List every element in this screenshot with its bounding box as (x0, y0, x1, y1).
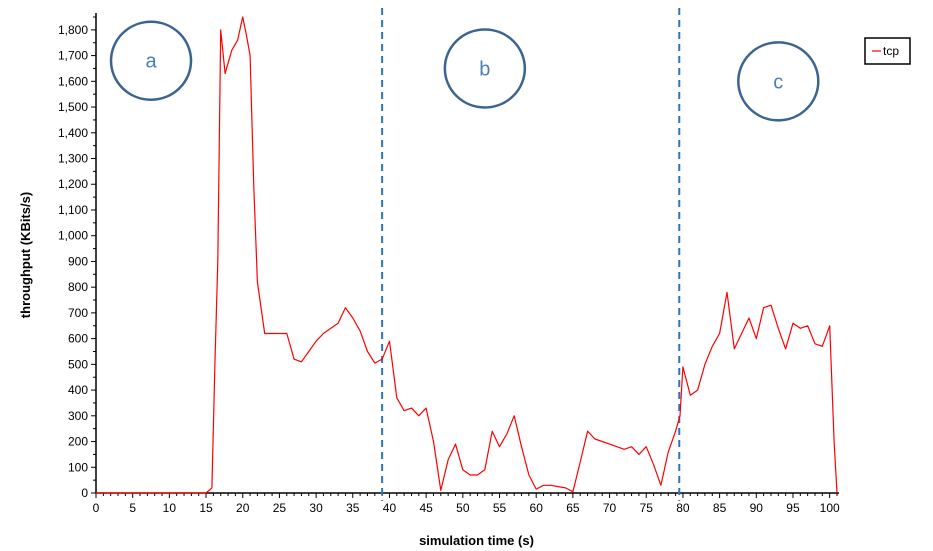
y-tick-label: 1,500 (58, 100, 88, 114)
x-tick-label: 5 (129, 501, 136, 515)
y-tick-label: 100 (68, 460, 88, 474)
x-tick-label: 90 (750, 501, 764, 515)
y-tick-label: 1,400 (58, 126, 88, 140)
y-tick-label: 900 (68, 254, 88, 268)
region-markers: a b c (109, 20, 820, 122)
x-axis-ticks: 0 5 10 15 20 25 30 35 40 45 50 55 60 65 70 75 80 85 90 95 10… (93, 493, 840, 515)
y-tick-label: 1,600 (58, 74, 88, 88)
x-tick-label: 85 (713, 501, 727, 515)
y-tick-label: 400 (68, 383, 88, 397)
x-tick-label: 35 (346, 501, 360, 515)
region-dividers (381, 8, 681, 501)
y-tick-label: 1,200 (58, 177, 88, 191)
x-tick-label: 0 (93, 501, 100, 515)
x-tick-label: 45 (419, 501, 433, 515)
series-line-tcp (96, 16, 838, 494)
region-marker-a (109, 20, 193, 101)
region-marker-c (737, 41, 820, 122)
x-tick-label: 30 (309, 501, 323, 515)
x-tick-label: 60 (530, 501, 544, 515)
region-label-b: b (479, 58, 490, 80)
x-tick-label: 20 (236, 501, 250, 515)
y-tick-label: 1,000 (58, 229, 88, 243)
x-tick-label: 80 (676, 501, 690, 515)
region-label-a: a (145, 51, 157, 73)
y-tick-label: 200 (68, 435, 88, 449)
y-tick-label: 1,100 (58, 203, 88, 217)
y-tick-label: 1,300 (58, 152, 88, 166)
y-axis-ticks: 0 100 200 300 400 500 600 700 800 900 1,000 1,100 1,… (58, 16, 96, 500)
y-tick-label: 700 (68, 306, 88, 320)
x-tick-label: 15 (199, 501, 213, 515)
legend-label-tcp: tcp (883, 44, 899, 58)
x-tick-label: 95 (786, 501, 800, 515)
x-tick-label: 55 (493, 501, 507, 515)
y-axis-title: throughput (KBits/s) (18, 192, 33, 318)
y-tick-label: 800 (68, 280, 88, 294)
series-group (96, 16, 838, 494)
region-label-c: c (773, 71, 783, 93)
x-tick-label: 25 (273, 501, 287, 515)
y-tick-label: 500 (68, 357, 88, 371)
x-tick-label: 10 (163, 501, 177, 515)
x-tick-label: 75 (640, 501, 654, 515)
y-tick-label: 300 (68, 409, 88, 423)
region-marker-b (443, 28, 527, 109)
x-tick-label: 50 (456, 501, 470, 515)
x-tick-label: 70 (603, 501, 617, 515)
y-tick-label: 1,800 (58, 23, 88, 37)
x-axis-title: simulation time (s) (419, 533, 534, 548)
x-tick-label: 100 (820, 501, 840, 515)
y-tick-label: 600 (68, 332, 88, 346)
y-tick-label: 1,700 (58, 49, 88, 63)
x-tick-label: 40 (383, 501, 397, 515)
x-tick-label: 65 (566, 501, 580, 515)
legend: tcp (864, 37, 911, 65)
y-tick-label: 0 (81, 486, 88, 500)
